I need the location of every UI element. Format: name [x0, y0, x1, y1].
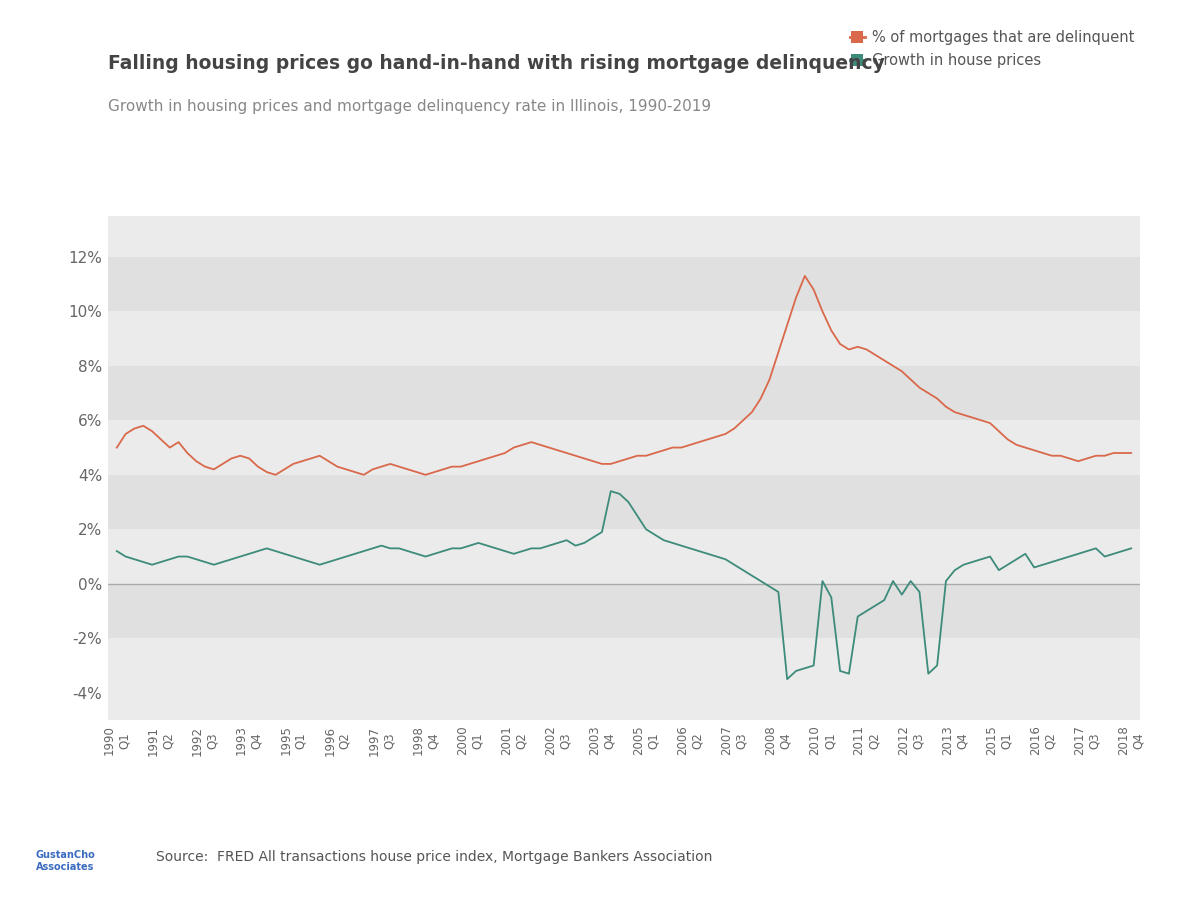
Bar — [108, 584, 1140, 638]
Bar — [108, 256, 1140, 311]
Bar — [108, 638, 1140, 693]
Bar — [108, 529, 1140, 584]
Bar — [108, 365, 1140, 420]
Bar — [108, 311, 1140, 365]
Text: Source:  FRED All transactions house price index, Mortgage Bankers Association: Source: FRED All transactions house pric… — [156, 850, 713, 864]
Text: GustanCho
Associates: GustanCho Associates — [36, 850, 96, 872]
Legend: % of mortgages that are delinquent, Growth in house prices: % of mortgages that are delinquent, Grow… — [844, 24, 1140, 74]
Text: Growth in housing prices and mortgage delinquency rate in Illinois, 1990-2019: Growth in housing prices and mortgage de… — [108, 99, 712, 114]
Bar — [108, 420, 1140, 475]
Text: Falling housing prices go hand-in-hand with rising mortgage delinquency: Falling housing prices go hand-in-hand w… — [108, 54, 884, 73]
Bar — [108, 475, 1140, 529]
